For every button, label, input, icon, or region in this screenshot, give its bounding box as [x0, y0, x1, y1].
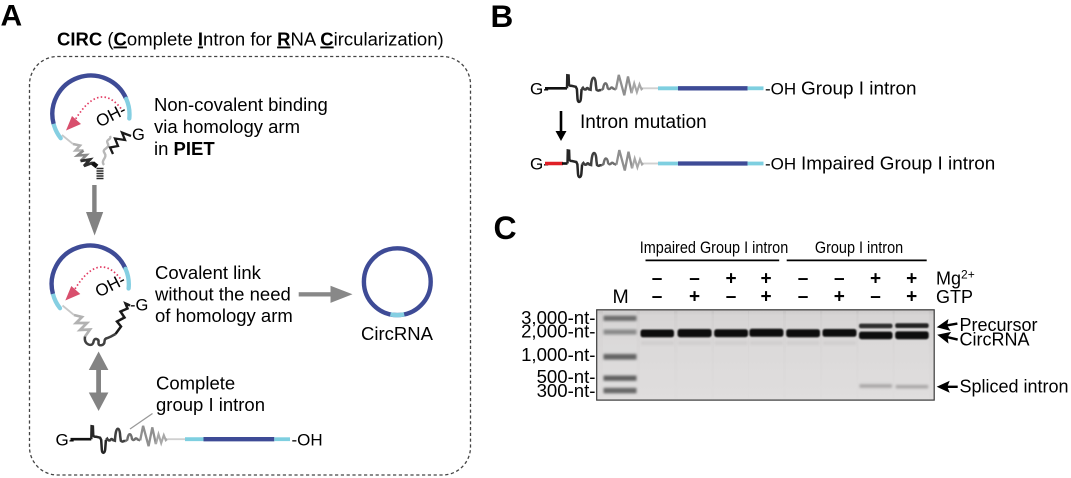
svg-text:-OH: -OH — [765, 80, 796, 99]
svg-text:Group I intron: Group I intron — [801, 79, 917, 100]
svg-text:C: C — [494, 210, 517, 246]
svg-text:M: M — [613, 286, 629, 308]
svg-text:G: G — [132, 126, 145, 144]
svg-text:via homology arm: via homology arm — [154, 116, 300, 137]
svg-text:–: – — [798, 269, 809, 290]
svg-text:Impaired Group I intron: Impaired Group I intron — [640, 239, 788, 257]
svg-text:+: + — [689, 286, 700, 307]
svg-text:Spliced intron: Spliced intron — [960, 376, 1069, 396]
svg-text:Impaired Group I intron: Impaired Group I intron — [801, 154, 995, 175]
svg-text:–: – — [726, 286, 737, 307]
svg-text:+: + — [834, 286, 845, 307]
svg-text:CircRNA: CircRNA — [960, 330, 1030, 350]
svg-text:3,000-nt-: 3,000-nt- — [521, 307, 595, 328]
svg-text:without the need: without the need — [154, 284, 291, 305]
svg-text:+: + — [725, 269, 736, 290]
svg-text:–: – — [689, 269, 700, 290]
svg-text:in PIET: in PIET — [154, 138, 215, 159]
svg-text:+: + — [906, 269, 917, 290]
svg-text:Intron mutation: Intron mutation — [580, 112, 707, 133]
svg-text:G-: G- — [530, 80, 549, 99]
svg-text:2,000-nt-: 2,000-nt- — [521, 321, 595, 342]
svg-text:-OH: -OH — [765, 155, 796, 174]
svg-text:-OH: -OH — [292, 431, 323, 450]
svg-text:-G: -G — [130, 297, 148, 315]
svg-text:Complete: Complete — [156, 373, 235, 394]
svg-text:+: + — [760, 269, 771, 290]
svg-text:–: – — [798, 286, 809, 307]
svg-text:GTP: GTP — [936, 287, 973, 307]
svg-text:1,000-nt-: 1,000-nt- — [521, 344, 595, 365]
svg-text:+: + — [760, 286, 771, 307]
svg-text:–: – — [652, 269, 663, 290]
svg-text:Covalent link: Covalent link — [155, 262, 262, 283]
svg-text:group I intron: group I intron — [156, 394, 265, 415]
svg-text:CircRNA: CircRNA — [361, 323, 434, 344]
svg-text:B: B — [491, 0, 514, 34]
svg-text:–: – — [870, 286, 881, 307]
svg-text:+: + — [870, 269, 881, 290]
svg-text:G-: G- — [530, 155, 549, 174]
svg-text:of homology arm: of homology arm — [155, 305, 293, 326]
svg-text:Group I intron: Group I intron — [815, 239, 903, 257]
svg-text:+: + — [906, 286, 917, 307]
svg-text:CIRC (Complete Intron for RNA: CIRC (Complete Intron for RNA Circulariz… — [57, 29, 444, 50]
svg-text:500-nt-: 500-nt- — [537, 366, 596, 387]
svg-text:300-nt-: 300-nt- — [537, 380, 596, 401]
svg-text:A: A — [1, 0, 23, 33]
svg-text:Non-covalent binding: Non-covalent binding — [154, 94, 328, 115]
svg-text:Precursor: Precursor — [960, 315, 1038, 335]
svg-text:Mg2+: Mg2+ — [936, 268, 975, 289]
svg-text:–: – — [834, 269, 845, 290]
svg-text:–: – — [652, 286, 663, 307]
svg-text:G-: G- — [56, 431, 75, 450]
